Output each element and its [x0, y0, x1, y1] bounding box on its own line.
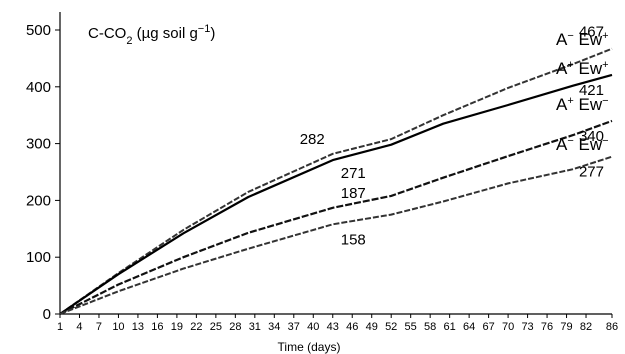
- x-axis-label: Time (days): [278, 340, 341, 354]
- x-tick-label: 22: [190, 321, 202, 333]
- y-tick-label: 300: [26, 136, 51, 153]
- series-line-1: [59, 47, 613, 315]
- legend-entry-3: A+ Ew−: [556, 95, 609, 114]
- y-tick-label: 400: [26, 79, 51, 96]
- x-tick-label: 43: [327, 321, 339, 333]
- series-line-3: [59, 119, 613, 315]
- y-tick-label: 100: [26, 249, 51, 266]
- x-tick-label: 82: [580, 321, 592, 333]
- x-tick-label: 40: [307, 321, 319, 333]
- x-tick-label: 31: [249, 321, 261, 333]
- x-tick-label: 55: [405, 321, 417, 333]
- x-tick-label: 70: [502, 321, 514, 333]
- x-tick-label: 34: [268, 321, 280, 333]
- x-tick-label: 1: [57, 321, 63, 333]
- x-tick-label: 76: [541, 321, 553, 333]
- value-label-421: 421: [579, 82, 604, 99]
- legend-entry-1: A− Ew+: [556, 30, 609, 49]
- value-label-282: 282: [300, 131, 325, 148]
- x-tick-label: 58: [424, 321, 436, 333]
- x-tick-label: 16: [151, 321, 163, 333]
- x-tick-label: 46: [346, 321, 358, 333]
- x-tick-label: 7: [96, 321, 102, 333]
- x-tick-label: 13: [132, 321, 144, 333]
- value-label-340: 340: [579, 128, 604, 145]
- value-label-467: 467: [579, 24, 604, 41]
- y-tick-label: 200: [26, 192, 51, 209]
- y-tick-label: 500: [26, 22, 51, 39]
- x-tick-label: 52: [385, 321, 397, 333]
- x-tick-label: 28: [229, 321, 241, 333]
- value-label-187: 187: [341, 185, 366, 202]
- x-tick-label: 19: [171, 321, 183, 333]
- axes: [59, 12, 612, 315]
- x-tick-label: 86: [606, 321, 618, 333]
- value-label-158: 158: [341, 231, 366, 248]
- series-line-4: [59, 155, 613, 315]
- legend-entry-2: A+ Ew+: [556, 59, 609, 78]
- x-tick-label: 10: [112, 321, 124, 333]
- x-tick-label: 4: [76, 321, 82, 333]
- series-lines: [59, 47, 613, 315]
- x-tick-label: 64: [463, 321, 475, 333]
- series-line-2: [59, 73, 613, 315]
- x-tick-label: 37: [288, 321, 300, 333]
- value-labels: 467 421 340 277 282 271 187 158: [300, 24, 604, 249]
- value-label-277: 277: [579, 164, 604, 181]
- x-tick-label: 67: [482, 321, 494, 333]
- x-tick-label: 25: [210, 321, 222, 333]
- x-tick-label: 73: [521, 321, 533, 333]
- legend-entry-4: A− Ew−: [556, 135, 609, 154]
- value-label-271: 271: [341, 165, 366, 182]
- y-ticks: 0 100 200 300 400 500: [26, 22, 60, 323]
- y-axis-label: C-CO2 (µg soil g−1): [88, 23, 215, 47]
- legend: A− Ew+ A+ Ew+ A+ Ew− A− Ew−: [556, 30, 609, 154]
- x-ticks: 1 4 7 10 13 16 19 22 25 28 31 34 37 40 43 46 49 52 55 58 61 6…: [57, 314, 618, 333]
- x-tick-label: 61: [444, 321, 456, 333]
- x-tick-label: 49: [366, 321, 378, 333]
- x-tick-label: 79: [560, 321, 572, 333]
- y-tick-label: 0: [43, 306, 51, 323]
